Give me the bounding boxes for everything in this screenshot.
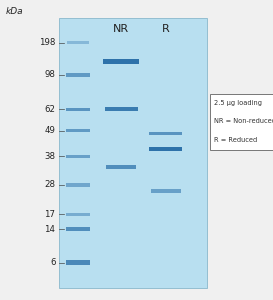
Text: 17: 17 <box>44 210 55 219</box>
FancyBboxPatch shape <box>66 154 90 158</box>
FancyBboxPatch shape <box>210 94 273 150</box>
FancyBboxPatch shape <box>66 260 90 265</box>
FancyBboxPatch shape <box>66 73 90 76</box>
Text: R: R <box>162 24 170 34</box>
FancyBboxPatch shape <box>105 107 138 111</box>
FancyBboxPatch shape <box>59 18 207 288</box>
FancyBboxPatch shape <box>66 129 90 132</box>
FancyBboxPatch shape <box>66 183 90 187</box>
Text: 49: 49 <box>44 126 55 135</box>
FancyBboxPatch shape <box>66 107 90 111</box>
FancyBboxPatch shape <box>106 165 136 169</box>
Text: R = Reduced: R = Reduced <box>214 137 257 143</box>
FancyBboxPatch shape <box>149 146 182 152</box>
Text: 6: 6 <box>50 258 55 267</box>
FancyBboxPatch shape <box>66 227 90 231</box>
Text: 98: 98 <box>44 70 55 79</box>
Text: 38: 38 <box>44 152 55 161</box>
FancyBboxPatch shape <box>151 189 181 193</box>
FancyBboxPatch shape <box>67 41 89 44</box>
Text: kDa: kDa <box>5 8 23 16</box>
Text: 62: 62 <box>44 105 55 114</box>
FancyBboxPatch shape <box>103 59 139 64</box>
Text: NR: NR <box>113 24 129 34</box>
Text: NR = Non-reduced: NR = Non-reduced <box>214 118 273 124</box>
FancyBboxPatch shape <box>149 132 182 135</box>
Text: 28: 28 <box>44 180 55 189</box>
Text: 14: 14 <box>44 225 55 234</box>
Text: 198: 198 <box>39 38 55 47</box>
FancyBboxPatch shape <box>66 213 90 216</box>
Text: 2.5 μg loading: 2.5 μg loading <box>214 100 262 106</box>
